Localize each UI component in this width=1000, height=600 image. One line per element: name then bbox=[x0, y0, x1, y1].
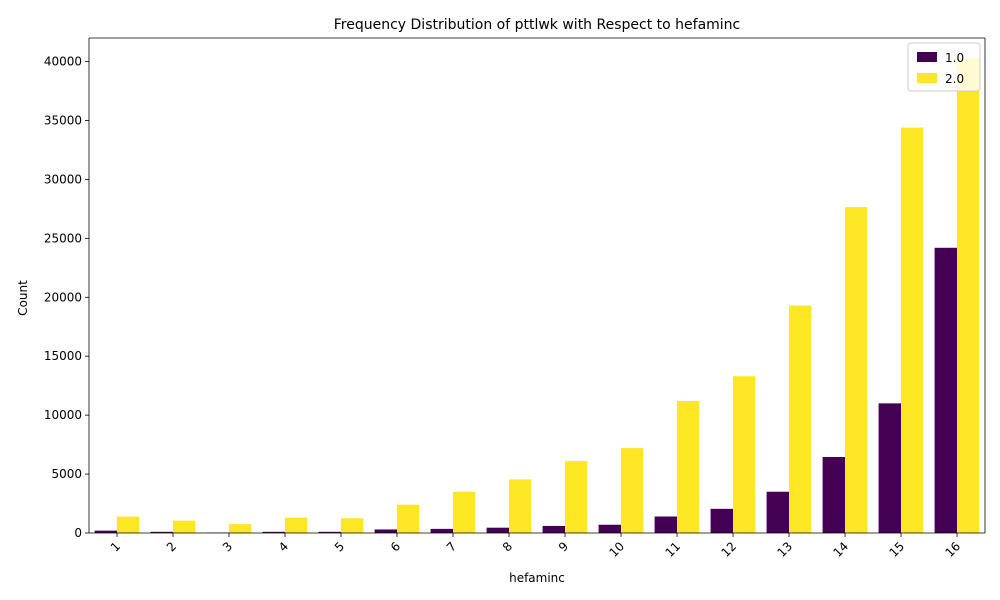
x-tick-label: 7 bbox=[444, 539, 459, 554]
y-tick-label: 0 bbox=[74, 526, 82, 540]
bar-2.0-8 bbox=[509, 479, 532, 534]
bar-1.0-11 bbox=[654, 516, 677, 533]
bar-1.0-12 bbox=[710, 508, 733, 533]
legend-swatch-2.0 bbox=[917, 73, 937, 83]
bar-2.0-15 bbox=[901, 127, 924, 533]
y-tick-label: 30000 bbox=[44, 172, 82, 186]
bar-2.0-1 bbox=[117, 516, 140, 533]
x-tick-label: 3 bbox=[220, 539, 235, 554]
bar-1.0-5 bbox=[318, 531, 341, 533]
bar-2.0-2 bbox=[173, 520, 196, 534]
y-ticks-group: 0 5000 10000 15000 20000 25000 30000 35000 40000 bbox=[44, 55, 89, 540]
bar-1.0-4 bbox=[262, 531, 285, 533]
y-tick-label: 20000 bbox=[44, 290, 82, 304]
bar-2.0-7 bbox=[453, 491, 476, 533]
chart-title: Frequency Distribution of pttlwk with Re… bbox=[334, 17, 741, 33]
y-tick-label: 40000 bbox=[44, 55, 82, 69]
x-tick-label: 10 bbox=[606, 539, 627, 560]
bar-1.0-1 bbox=[94, 530, 117, 533]
y-axis-title: Count bbox=[16, 280, 30, 316]
bar-2.0-9 bbox=[565, 461, 588, 533]
axes-group bbox=[88, 37, 986, 534]
y-tick-label: 15000 bbox=[44, 349, 82, 363]
x-tick-label: 15 bbox=[886, 539, 907, 560]
bar-1.0-8 bbox=[486, 527, 509, 533]
bar-1.0-2 bbox=[150, 531, 173, 533]
x-tick-label: 8 bbox=[500, 539, 515, 554]
legend-box bbox=[907, 42, 981, 92]
bar-2.0-12 bbox=[733, 376, 756, 533]
y-tick-label: 35000 bbox=[44, 114, 82, 128]
bar-1.0-14 bbox=[822, 456, 845, 533]
x-ticks-group: 1 2 3 4 5 6 7 8 9 10 11 12 13 14 15 16 bbox=[108, 533, 963, 560]
x-tick-label: 6 bbox=[388, 539, 403, 554]
bar-1.0-10 bbox=[598, 524, 621, 533]
bar-1.0-16 bbox=[934, 247, 957, 534]
y-tick-label: 5000 bbox=[51, 467, 82, 481]
bars-group bbox=[94, 58, 980, 534]
bar-2.0-14 bbox=[845, 207, 868, 534]
x-tick-label: 14 bbox=[830, 539, 851, 560]
bar-1.0-6 bbox=[374, 529, 397, 533]
bar-2.0-11 bbox=[677, 401, 700, 533]
y-tick-label: 10000 bbox=[44, 408, 82, 422]
bar-1.0-13 bbox=[766, 491, 789, 533]
bar-2.0-10 bbox=[621, 448, 644, 533]
legend-label-2.0: 2.0 bbox=[945, 72, 964, 86]
bar-1.0-7 bbox=[430, 528, 453, 534]
legend: 1.0 2.0 bbox=[907, 42, 981, 92]
x-tick-label: 4 bbox=[276, 539, 291, 554]
x-tick-label: 2 bbox=[164, 539, 179, 554]
legend-label-1.0: 1.0 bbox=[945, 51, 964, 65]
legend-swatch-1.0 bbox=[917, 52, 937, 62]
bar-2.0-4 bbox=[285, 517, 308, 533]
x-axis-title: hefaminc bbox=[509, 571, 565, 585]
x-tick-label: 11 bbox=[662, 539, 683, 560]
x-tick-label: 1 bbox=[108, 539, 123, 554]
bar-1.0-9 bbox=[542, 525, 565, 533]
x-tick-label: 5 bbox=[332, 539, 347, 554]
y-tick-label: 25000 bbox=[44, 231, 82, 245]
x-tick-label: 12 bbox=[718, 539, 739, 560]
bar-2.0-3 bbox=[229, 524, 252, 533]
x-tick-label: 13 bbox=[774, 539, 795, 560]
bar-2.0-13 bbox=[789, 305, 812, 533]
x-tick-label: 16 bbox=[942, 539, 963, 560]
bar-2.0-6 bbox=[397, 504, 420, 533]
bar-1.0-15 bbox=[878, 403, 901, 533]
bar-2.0-5 bbox=[341, 518, 364, 533]
bar-2.0-16 bbox=[957, 58, 980, 533]
x-tick-label: 9 bbox=[556, 539, 571, 554]
